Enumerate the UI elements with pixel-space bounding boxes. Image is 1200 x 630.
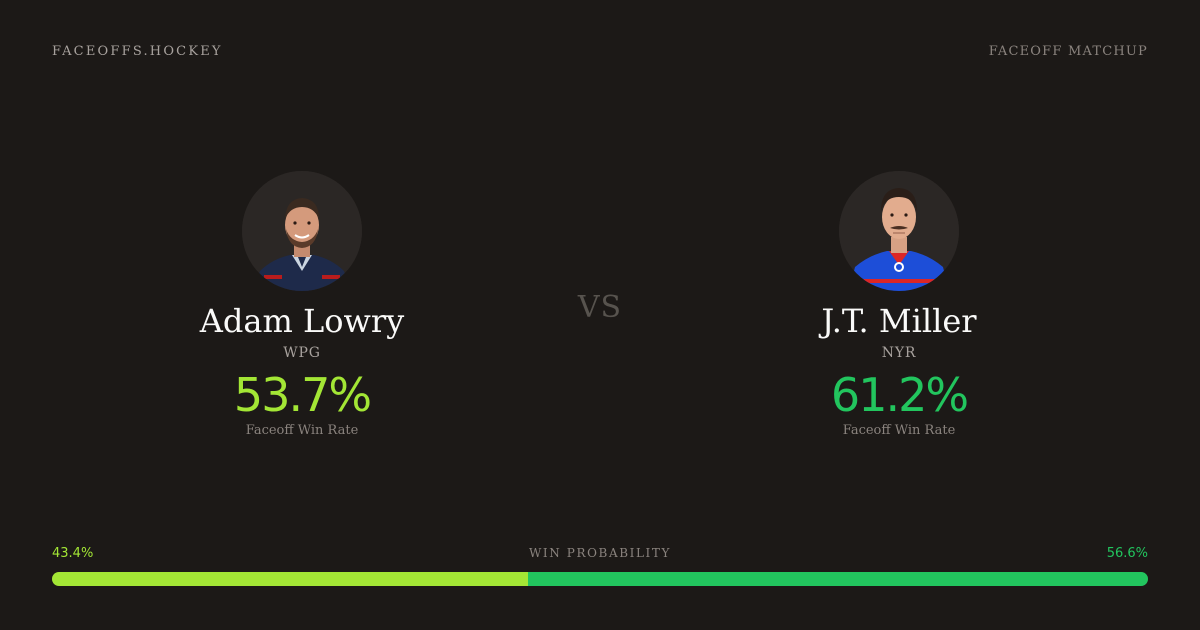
header-label: FACEOFF MATCHUP — [988, 44, 1148, 59]
win-probability-bar — [52, 572, 1148, 586]
player-left-name: Adam Lowry — [199, 302, 405, 340]
player-right-name: J.T. Miller — [821, 302, 977, 340]
player-right-win-rate-label: Faceoff Win Rate — [842, 423, 956, 438]
brand-logo-text[interactable]: FACEOFFS.HOCKEY — [52, 44, 223, 59]
player-right-win-rate: 61.2% — [830, 368, 969, 422]
player-right-avatar — [839, 171, 959, 291]
player-left-team: WPG — [283, 345, 321, 361]
vs-label: VS — [577, 290, 623, 325]
win-probability-left-value: 43.4% — [52, 546, 94, 561]
player-left-win-rate: 53.7% — [233, 368, 372, 422]
player-right: J.T. Miller NYR 61.2% Faceoff Win Rate — [699, 171, 1099, 438]
player-left: Adam Lowry WPG 53.7% Faceoff Win Rate — [102, 171, 502, 438]
win-probability-bar-left-fill — [52, 572, 528, 586]
win-probability-right-value: 56.6% — [1106, 546, 1148, 561]
player-right-team: NYR — [881, 345, 917, 361]
player-left-win-rate-label: Faceoff Win Rate — [245, 423, 359, 438]
player-left-avatar — [242, 171, 362, 291]
player-right-photo-icon — [839, 171, 959, 291]
win-probability-label: WIN PROBABILITY — [528, 546, 671, 560]
win-probability-bar-right-fill — [527, 572, 1148, 586]
player-left-photo-icon — [242, 171, 362, 291]
